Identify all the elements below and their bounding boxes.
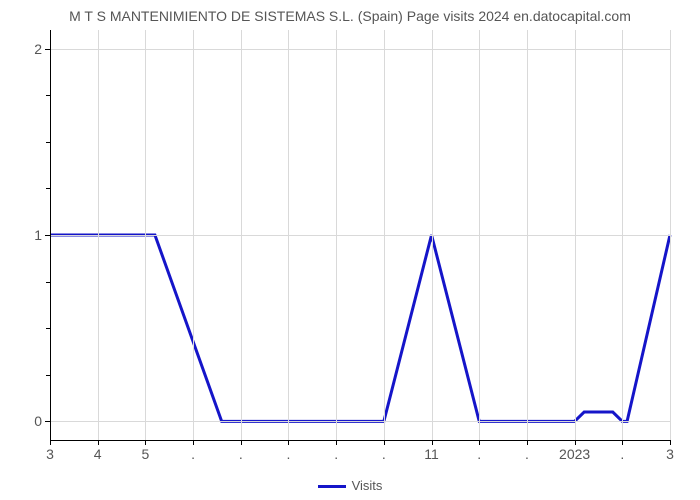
x-axis bbox=[50, 440, 670, 441]
x-tick-mark bbox=[50, 440, 51, 445]
y-tick-mark bbox=[45, 49, 50, 50]
x-tick-mark bbox=[479, 440, 480, 445]
x-tick-label: 5 bbox=[141, 446, 149, 462]
grid-line-v bbox=[336, 30, 337, 440]
legend-swatch bbox=[318, 485, 346, 488]
grid-line-v bbox=[479, 30, 480, 440]
grid-line-h bbox=[50, 49, 670, 50]
x-tick-label: . bbox=[525, 446, 529, 462]
x-tick-mark bbox=[288, 440, 289, 445]
x-tick-mark bbox=[241, 440, 242, 445]
y-minor-tick bbox=[46, 95, 50, 96]
x-tick-label: . bbox=[191, 446, 195, 462]
grid-line-v bbox=[670, 30, 671, 440]
plot-area bbox=[50, 30, 670, 440]
x-tick-label: . bbox=[477, 446, 481, 462]
y-tick-mark bbox=[45, 421, 50, 422]
y-tick-label: 1 bbox=[2, 227, 42, 243]
x-tick-mark bbox=[527, 440, 528, 445]
x-tick-mark bbox=[432, 440, 433, 445]
x-tick-label: 3 bbox=[46, 446, 54, 462]
x-tick-label: . bbox=[620, 446, 624, 462]
visits-chart: M T S MANTENIMIENTO DE SISTEMAS S.L. (Sp… bbox=[0, 0, 700, 500]
x-tick-mark bbox=[384, 440, 385, 445]
x-tick-label: . bbox=[334, 446, 338, 462]
grid-line-v bbox=[288, 30, 289, 440]
x-tick-mark bbox=[336, 440, 337, 445]
grid-line-h bbox=[50, 235, 670, 236]
y-axis bbox=[50, 30, 51, 440]
y-minor-tick bbox=[46, 375, 50, 376]
legend-label: Visits bbox=[352, 478, 383, 493]
x-tick-label: 2023 bbox=[559, 446, 590, 462]
x-tick-label: 3 bbox=[666, 446, 674, 462]
chart-title: M T S MANTENIMIENTO DE SISTEMAS S.L. (Sp… bbox=[0, 8, 700, 24]
grid-line-h bbox=[50, 421, 670, 422]
x-tick-mark bbox=[145, 440, 146, 445]
y-minor-tick bbox=[46, 188, 50, 189]
grid-line-v bbox=[432, 30, 433, 440]
grid-line-v bbox=[384, 30, 385, 440]
x-tick-mark bbox=[622, 440, 623, 445]
x-tick-label: . bbox=[239, 446, 243, 462]
x-tick-mark bbox=[98, 440, 99, 445]
x-tick-label: . bbox=[382, 446, 386, 462]
grid-line-v bbox=[145, 30, 146, 440]
legend: Visits bbox=[0, 478, 700, 493]
x-tick-mark bbox=[670, 440, 671, 445]
grid-line-v bbox=[622, 30, 623, 440]
grid-line-v bbox=[193, 30, 194, 440]
x-tick-label: 4 bbox=[94, 446, 102, 462]
x-tick-label: 11 bbox=[424, 446, 439, 462]
y-tick-label: 0 bbox=[2, 413, 42, 429]
grid-line-v bbox=[98, 30, 99, 440]
y-tick-mark bbox=[45, 235, 50, 236]
x-tick-label: . bbox=[287, 446, 291, 462]
grid-line-v bbox=[575, 30, 576, 440]
grid-line-v bbox=[527, 30, 528, 440]
y-minor-tick bbox=[46, 282, 50, 283]
grid-line-v bbox=[241, 30, 242, 440]
y-minor-tick bbox=[46, 328, 50, 329]
x-tick-mark bbox=[193, 440, 194, 445]
y-tick-label: 2 bbox=[2, 41, 42, 57]
y-minor-tick bbox=[46, 142, 50, 143]
x-tick-mark bbox=[575, 440, 576, 445]
